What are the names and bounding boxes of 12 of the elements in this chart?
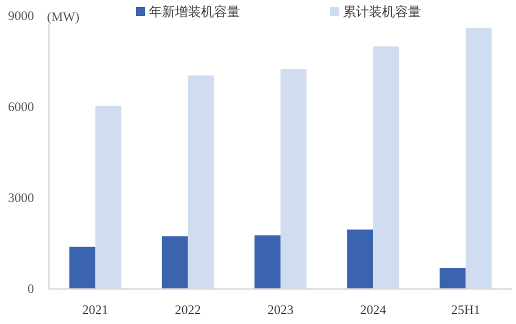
- x-tick-label: 2021: [82, 302, 108, 317]
- y-tick-label: 6000: [8, 99, 34, 114]
- x-tick-label: 25H1: [451, 302, 480, 317]
- legend-label: 累计装机容量: [343, 4, 421, 19]
- x-tick-label: 2024: [360, 302, 387, 317]
- y-tick-label: 9000: [8, 8, 34, 23]
- y-axis-title: (MW): [47, 9, 80, 24]
- legend-label: 年新增装机容量: [149, 4, 240, 19]
- y-tick-label: 3000: [8, 190, 34, 205]
- y-tick-label: 0: [28, 281, 34, 296]
- x-tick-label: 2023: [268, 302, 294, 317]
- x-tick-label: 2022: [174, 302, 201, 317]
